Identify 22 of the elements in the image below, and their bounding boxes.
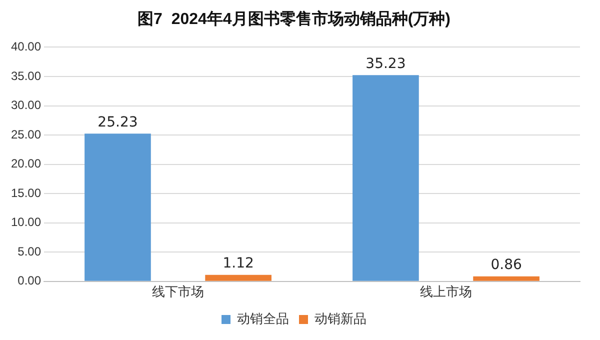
y-tick-label: 40.00 <box>11 40 42 54</box>
y-tick-label: 20.00 <box>11 156 42 171</box>
data-label: 0.86 <box>490 257 522 274</box>
x-tick-label: 线下市场 <box>152 284 204 299</box>
bar <box>205 274 272 281</box>
legend-label: 动销全品 <box>237 311 289 326</box>
data-label: 25.23 <box>98 114 138 130</box>
x-tick-label: 线上市场 <box>420 284 472 299</box>
y-tick-label: 5.00 <box>18 244 42 258</box>
data-label: 1.12 <box>222 255 254 272</box>
y-tick-label: 0.00 <box>18 274 42 288</box>
bar <box>84 134 151 281</box>
data-label: 35.23 <box>366 56 406 72</box>
y-tick-label: 10.00 <box>11 215 42 230</box>
bar <box>352 75 419 281</box>
chart-title: 图7 2024年4月图书零售市场动销品种(万种) <box>138 10 450 28</box>
y-tick-label: 35.00 <box>11 68 42 83</box>
y-tick-label: 25.00 <box>11 127 42 142</box>
legend-label: 动销新品 <box>314 311 366 326</box>
bar <box>473 276 540 281</box>
y-tick-label: 30.00 <box>11 98 42 112</box>
y-tick-label: 15.00 <box>11 186 42 200</box>
